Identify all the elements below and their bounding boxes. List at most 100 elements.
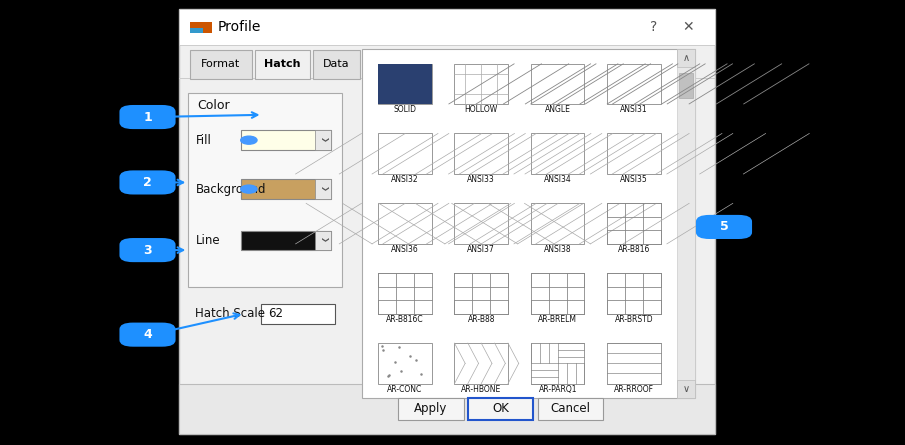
Bar: [203, 22, 212, 28]
Text: 62: 62: [268, 307, 283, 320]
Bar: [179, 9, 715, 45]
Bar: [378, 134, 432, 174]
Text: 3: 3: [143, 243, 152, 257]
Bar: [454, 64, 508, 104]
Bar: [190, 50, 252, 79]
Bar: [454, 273, 508, 314]
Text: ✕: ✕: [682, 20, 693, 34]
Text: ANSI38: ANSI38: [544, 245, 572, 254]
Bar: [607, 273, 661, 314]
Bar: [607, 203, 661, 244]
Bar: [531, 273, 585, 314]
Bar: [531, 134, 585, 174]
Bar: [454, 134, 508, 174]
Bar: [538, 398, 603, 420]
Text: ANSI32: ANSI32: [391, 175, 419, 184]
Text: Color: Color: [197, 99, 230, 113]
Bar: [607, 134, 661, 174]
Bar: [607, 64, 661, 104]
FancyBboxPatch shape: [119, 238, 176, 262]
Bar: [378, 203, 432, 244]
Bar: [190, 22, 203, 28]
Text: AR-B816: AR-B816: [618, 245, 651, 254]
Bar: [454, 343, 508, 384]
Bar: [531, 343, 585, 384]
Text: Fill: Fill: [195, 134, 212, 147]
Text: Background: Background: [195, 182, 266, 196]
Bar: [261, 304, 335, 324]
Text: AR-HBONE: AR-HBONE: [462, 384, 501, 394]
Bar: [531, 64, 585, 104]
Bar: [607, 203, 661, 244]
Text: ?: ?: [650, 20, 657, 34]
Text: Format: Format: [201, 59, 241, 69]
Bar: [679, 73, 693, 98]
Bar: [677, 49, 695, 67]
Bar: [454, 203, 508, 244]
Bar: [531, 273, 585, 314]
Text: Line: Line: [195, 234, 220, 247]
FancyBboxPatch shape: [119, 170, 176, 194]
Text: ANSI34: ANSI34: [544, 175, 572, 184]
Text: ANGLE: ANGLE: [545, 105, 571, 114]
Text: ANSI35: ANSI35: [620, 175, 648, 184]
Bar: [607, 343, 661, 384]
Circle shape: [241, 136, 257, 144]
Text: Hatch: Hatch: [264, 59, 300, 69]
Bar: [398, 398, 463, 420]
Bar: [677, 49, 695, 398]
FancyBboxPatch shape: [696, 215, 752, 239]
Bar: [315, 130, 331, 150]
Text: ∨: ∨: [682, 384, 690, 394]
Text: AR-RROOF: AR-RROOF: [614, 384, 654, 394]
Bar: [378, 64, 432, 104]
Bar: [378, 64, 432, 104]
Bar: [241, 231, 331, 250]
Bar: [454, 134, 508, 174]
Bar: [179, 78, 715, 79]
Bar: [313, 50, 360, 79]
Text: ❯: ❯: [319, 186, 327, 192]
Bar: [454, 203, 508, 244]
Text: AR-B88: AR-B88: [468, 315, 495, 324]
Text: ANSI33: ANSI33: [467, 175, 495, 184]
Text: SOLID: SOLID: [394, 105, 416, 114]
Bar: [378, 343, 432, 384]
Text: ∧: ∧: [682, 53, 690, 63]
Bar: [378, 134, 432, 174]
Bar: [362, 49, 695, 398]
Bar: [188, 93, 342, 287]
Text: ❯: ❯: [319, 237, 327, 243]
Bar: [378, 273, 432, 314]
Bar: [378, 343, 432, 384]
Text: AR-BRELM: AR-BRELM: [538, 315, 577, 324]
Text: Hatch Scale: Hatch Scale: [195, 307, 265, 320]
Bar: [531, 64, 585, 104]
Bar: [190, 28, 203, 33]
Bar: [607, 273, 661, 314]
Bar: [677, 380, 695, 398]
Text: 4: 4: [143, 328, 152, 341]
Text: AR-BRSTD: AR-BRSTD: [614, 315, 653, 324]
Text: 2: 2: [143, 176, 152, 189]
Text: Apply: Apply: [414, 402, 448, 416]
Text: Data: Data: [323, 59, 350, 69]
Bar: [531, 203, 585, 244]
Text: ANSI37: ANSI37: [467, 245, 495, 254]
Text: OK: OK: [492, 402, 510, 416]
Text: ANSI31: ANSI31: [620, 105, 648, 114]
Text: ❯: ❯: [319, 137, 327, 143]
Bar: [607, 134, 661, 174]
Bar: [531, 203, 585, 244]
Bar: [454, 64, 508, 104]
FancyBboxPatch shape: [119, 105, 176, 129]
Text: AR-B816C: AR-B816C: [386, 315, 424, 324]
Bar: [454, 343, 508, 384]
Text: Cancel: Cancel: [550, 402, 590, 416]
Text: HOLLOW: HOLLOW: [464, 105, 498, 114]
Bar: [255, 50, 310, 79]
Bar: [378, 64, 432, 104]
Text: AR-CONC: AR-CONC: [387, 384, 423, 394]
Text: ANSI36: ANSI36: [391, 245, 419, 254]
Bar: [241, 130, 331, 150]
